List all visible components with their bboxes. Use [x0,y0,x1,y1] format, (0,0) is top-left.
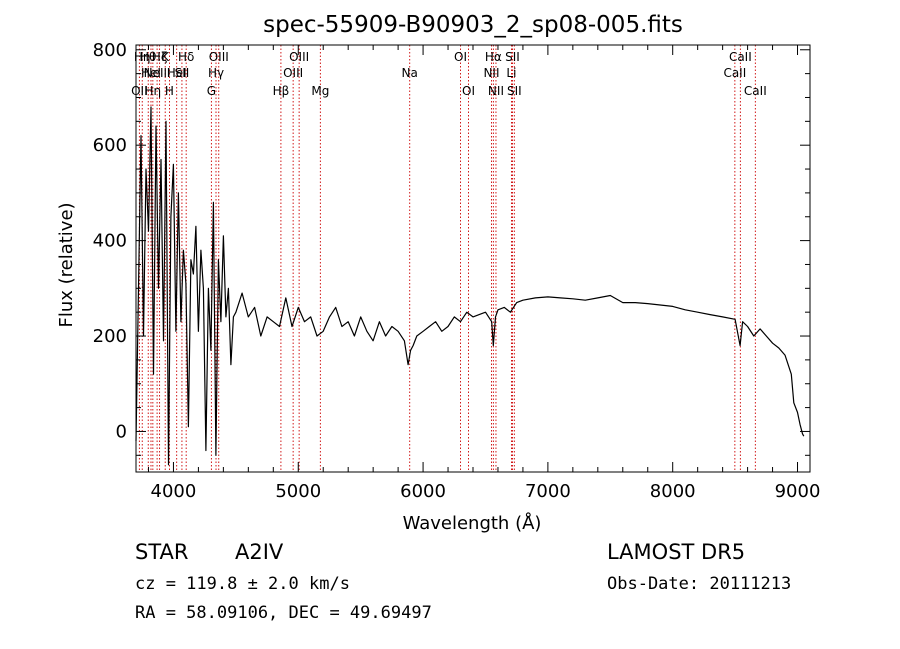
line-label: Hζ [152,50,168,64]
line-label: HeI [167,66,187,80]
line-label: Hβ [273,84,290,98]
survey-name: LAMOST DR5 [607,540,746,564]
line-label: OI [462,84,475,98]
coordinates: RA = 58.09106, DEC = 49.69497 [135,603,432,623]
line-label: NII [483,66,499,80]
line-label: K [161,50,170,64]
line-label: CaII [723,66,746,80]
line-label: Hη [134,50,151,64]
y-tick-label: 0 [116,421,127,442]
y-tick-label: 400 [93,231,127,252]
x-tick-label: 7000 [525,481,571,502]
x-axis-label: Wavelength (Å) [403,512,542,534]
line-label: Hη [145,84,162,98]
spectrum-series [135,106,805,466]
line-label: OI [454,50,467,64]
line-label: H [165,84,174,98]
line-label: Hγ [208,66,224,80]
line-label: Mg [311,84,329,98]
line-label: OII [131,84,148,98]
line-label: OIII [289,50,309,64]
line-label: Hδ [178,50,194,64]
redshift-value: cz = 119.8 ± 2.0 km/s [135,574,350,594]
x-tick-label: 5000 [275,481,321,502]
x-tick-label: 6000 [400,481,446,502]
axes: 4000 5000 6000 7000 8000 9000 0 200 400 600 800 [93,40,821,502]
object-class: STAR [135,540,189,564]
y-tick-label: 200 [93,326,127,347]
y-axis-label: Flux (relative) [56,202,77,327]
chart-title: spec-55909-B90903_2_sp08-005.fits [263,12,683,38]
x-tick-label: 8000 [650,481,696,502]
line-label: NeIII [144,66,171,80]
plot-frame [135,44,811,473]
x-tick-label: 9000 [775,481,821,502]
line-label: OIII [283,66,303,80]
line-label: SII [175,66,190,80]
line-label: CaII [729,50,752,64]
spectrum-line [135,106,805,466]
line-label: Li [506,66,516,80]
y-tick-label: 600 [93,135,127,156]
line-label: NII [488,84,504,98]
line-label: SII [507,84,522,98]
object-subclass: A2IV [235,540,284,564]
observation-date: Obs-Date: 20111213 [607,574,792,594]
y-tick-label: 800 [93,40,127,61]
line-labels: OIIHηHθHeIHηNeIIIHζKHHeISIIHδGHγOIIIHβOI… [131,50,767,98]
spectral-line-markers [138,45,756,472]
line-label: SII [505,50,520,64]
line-label: Na [402,66,418,80]
line-label: HeI [141,66,161,80]
line-label: OIII [209,50,229,64]
x-tick-label: 4000 [151,481,197,502]
line-label: CaII [744,84,767,98]
line-label: G [207,84,216,98]
line-label: Hθ [140,50,156,64]
line-label: Hα [485,50,502,64]
